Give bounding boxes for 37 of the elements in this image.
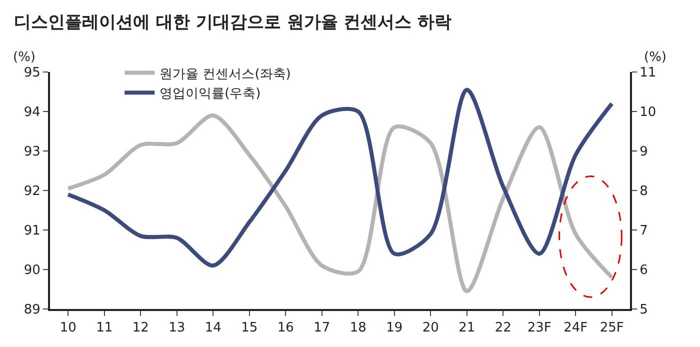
y-tick-label: 90 bbox=[24, 263, 40, 278]
y2-tick-label: 6 bbox=[640, 263, 648, 278]
y2-tick-label: 7 bbox=[640, 224, 648, 239]
x-tick-label: 19 bbox=[386, 320, 403, 336]
y2-tick-label: 9 bbox=[640, 144, 648, 160]
x-tick-label: 17 bbox=[314, 320, 330, 336]
y-axis-title: (%) bbox=[13, 50, 36, 65]
line-series bbox=[66, 113, 614, 294]
x-tick-label: 12 bbox=[132, 320, 149, 336]
x-tick-label: 24F bbox=[564, 320, 588, 336]
x-tick-label: 11 bbox=[96, 320, 113, 336]
x-tick-label: 23F bbox=[527, 320, 552, 336]
legend-label: 원가율 컨센서스(좌축) bbox=[160, 66, 291, 82]
y2-axis-title: (%) bbox=[644, 50, 666, 65]
x-tick-label: 14 bbox=[204, 320, 222, 336]
chart-title: 디스인플레이션에 대한 기대감으로 원가율 컨센서스 하락 bbox=[14, 12, 452, 33]
x-tick-label: 13 bbox=[168, 320, 186, 336]
y-tick-label: 89 bbox=[24, 302, 40, 318]
y-tick-label: 91 bbox=[24, 224, 40, 239]
x-tick-label: 25F bbox=[600, 320, 624, 336]
y2-tick-label: 8 bbox=[640, 184, 648, 200]
line-series bbox=[66, 88, 614, 268]
x-tick-label: 16 bbox=[277, 320, 294, 336]
x-tick-label: 22 bbox=[494, 320, 512, 336]
x-tick-label: 18 bbox=[350, 320, 366, 336]
y-tick-label: 94 bbox=[24, 105, 40, 120]
y2-tick-label: 11 bbox=[640, 66, 656, 81]
y-tick-label: 92 bbox=[24, 184, 40, 200]
x-tick-label: 21 bbox=[458, 320, 476, 336]
y-tick-label: 95 bbox=[24, 66, 40, 81]
y2-tick-label: 5 bbox=[640, 302, 648, 318]
y-tick-label: 93 bbox=[24, 144, 40, 160]
x-tick-label: 10 bbox=[60, 320, 76, 336]
x-tick-label: 15 bbox=[241, 320, 258, 336]
y2-tick-label: 10 bbox=[640, 105, 656, 120]
x-tick-label: 20 bbox=[422, 320, 439, 336]
legend-label: 영업이익률(우축) bbox=[160, 86, 261, 102]
